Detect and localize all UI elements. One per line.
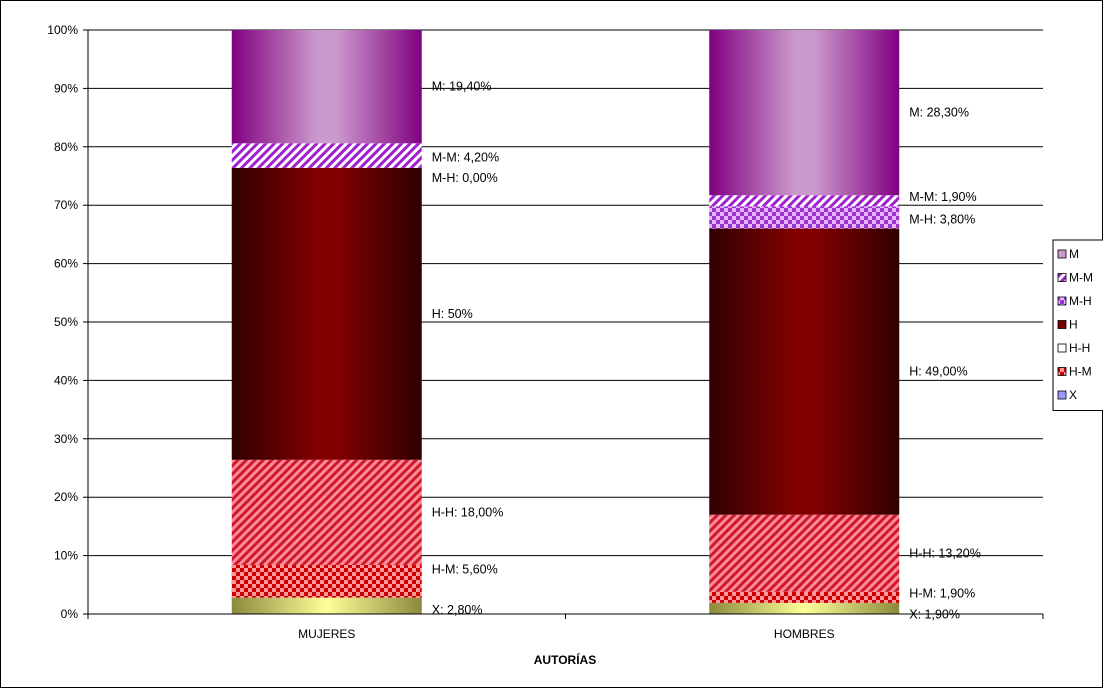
y-tick-label: 90% — [54, 81, 78, 95]
legend-label-m-m: M-M — [1069, 271, 1093, 285]
legend-swatch-m-h — [1057, 296, 1067, 306]
bar-segment-x-hombres — [709, 602, 900, 614]
data-label-h-m-hombres: H-M: 1,90% — [909, 586, 975, 600]
data-label-m-h-hombres: M-H: 3,80% — [909, 212, 975, 226]
y-tick-label: 20% — [54, 490, 78, 504]
data-label-m-mujeres: M: 19,40% — [432, 80, 492, 94]
legend: M M-M M-H H H-H H-M X — [1052, 239, 1103, 411]
data-label-h-m-mujeres: H-M: 5,60% — [432, 562, 498, 576]
bar-segment-h-mujeres — [231, 167, 422, 460]
bar-segment-m-h-hombres — [709, 206, 900, 229]
data-labels: X: 2,80% H-M: 5,60% H-H: 18,00% H: 50% M-H: … — [432, 80, 981, 622]
data-label-h-h-hombres: H-H: 13,20% — [909, 546, 981, 560]
data-label-m-h-mujeres: M-H: 0,00% — [432, 171, 498, 185]
data-label-m-m-mujeres: M-M: 4,20% — [432, 151, 499, 165]
y-tick-label: 80% — [54, 140, 78, 154]
legend-swatch-h — [1057, 320, 1067, 329]
x-tick-label: MUJERES — [298, 627, 355, 641]
legend-swatch-h-m — [1057, 367, 1067, 376]
data-label-x-mujeres: X: 2,80% — [432, 603, 483, 617]
data-label-m-m-hombres: M-M: 1,90% — [909, 190, 976, 204]
x-tick-labels: MUJERES HOMBRES — [298, 627, 835, 641]
x-axis-title: AUTORÍAS — [534, 652, 596, 667]
y-tick-label: 40% — [54, 373, 78, 387]
bar-segment-h-m-mujeres — [231, 564, 422, 598]
y-tick-label: 70% — [54, 198, 78, 212]
y-tick-labels: 0% 10% 20% 30% 40% 50% 60% 70% 80% 90% 100% — [47, 23, 78, 621]
bar-segment-m-mujeres — [231, 30, 422, 144]
legend-swatch-m — [1057, 249, 1067, 259]
legend-label-h-h: H-H — [1069, 341, 1090, 355]
legend-label-h: H — [1069, 318, 1078, 332]
y-tick-label: 10% — [54, 549, 78, 563]
y-tick-label: 0% — [61, 607, 79, 621]
legend-swatch-m-m — [1057, 273, 1067, 282]
legend-swatch-h-h — [1057, 343, 1067, 353]
data-label-m-hombres: M: 28,30% — [909, 106, 969, 120]
y-tick-label: 30% — [54, 432, 78, 446]
y-tick-label: 100% — [47, 23, 78, 37]
legend-label-m: M — [1069, 247, 1079, 261]
bar-segment-h-m-hombres — [709, 591, 900, 603]
x-tick-label: HOMBRES — [774, 627, 835, 641]
bar-segment-h-hombres — [709, 228, 900, 515]
legend-swatch-x — [1057, 390, 1067, 400]
bars — [231, 30, 900, 614]
data-label-h-mujeres: H: 50% — [432, 307, 473, 321]
bar-segment-x-mujeres — [231, 597, 422, 614]
y-tick-label: 60% — [54, 257, 78, 271]
axes — [87, 30, 1044, 619]
bar-segment-h-h-hombres — [709, 514, 900, 592]
bar-segment-m-m-mujeres — [231, 143, 422, 168]
data-label-x-hombres: X: 1,90% — [909, 607, 960, 621]
data-label-h-h-mujeres: H-H: 18,00% — [432, 505, 504, 519]
y-tick-label: 50% — [54, 315, 78, 329]
data-label-h-hombres: H: 49,00% — [909, 365, 967, 379]
legend-label-x: X — [1069, 388, 1077, 402]
bar-segment-m-m-hombres — [709, 195, 900, 207]
bar-segment-m-hombres — [709, 30, 900, 196]
legend-label-m-h: M-H — [1069, 294, 1092, 308]
bar-segment-h-h-mujeres — [231, 459, 422, 565]
legend-label-h-m: H-M — [1069, 365, 1092, 379]
